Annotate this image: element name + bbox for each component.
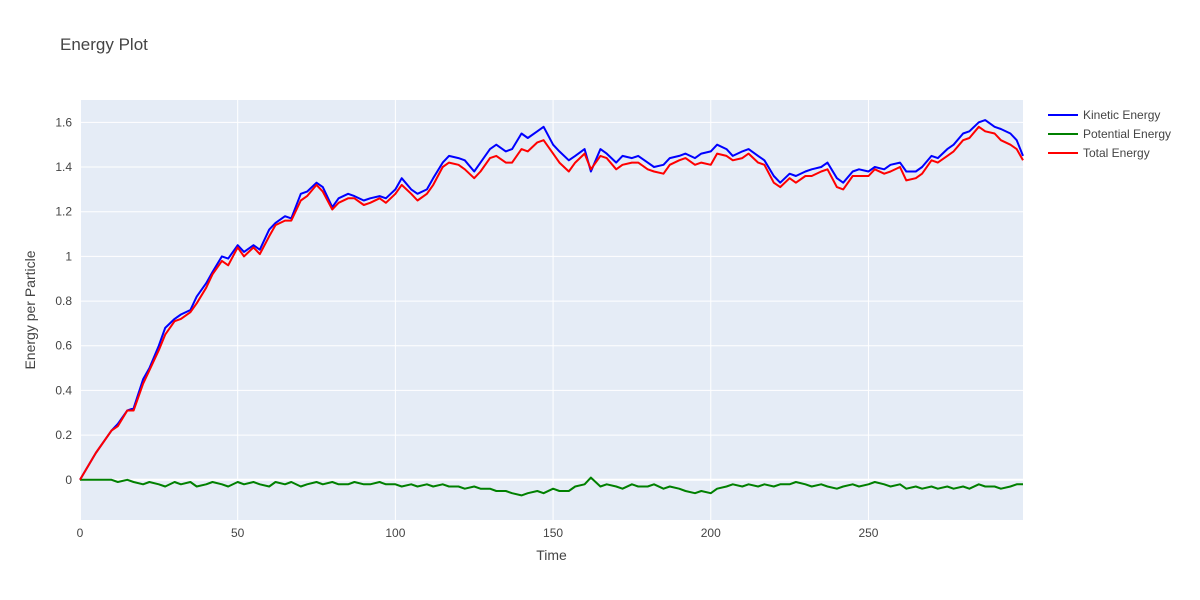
y-tick-label: 0.4	[55, 383, 72, 397]
legend-item-total-energy[interactable]: Total Energy	[1048, 146, 1150, 160]
y-tick-label: 0.6	[55, 339, 72, 353]
x-tick-label: 50	[231, 526, 245, 540]
x-tick-label: 250	[858, 526, 878, 540]
x-tick-label: 100	[385, 526, 405, 540]
legend-item-kinetic-energy[interactable]: Kinetic Energy	[1048, 108, 1160, 122]
y-tick-label: 0.8	[55, 294, 72, 308]
legend-label: Kinetic Energy	[1083, 108, 1160, 122]
y-tick-label: 1.4	[55, 160, 72, 174]
chart-title: Energy Plot	[60, 35, 148, 54]
legend-item-potential-energy[interactable]: Potential Energy	[1048, 127, 1171, 141]
total-energy-line	[79, 125, 1024, 481]
axis-ticks: 0 0.2 0.4 0.6 0.8 1 1.2 1.4 1.6 0 50 100 150 200 250	[55, 115, 878, 540]
x-tick-label: 0	[77, 526, 84, 540]
y-tick-label: 1	[65, 249, 72, 263]
y-tick-label: 0.2	[55, 428, 72, 442]
potential-energy-line	[80, 476, 1023, 497]
kinetic-energy-line	[79, 119, 1024, 481]
legend-label: Potential Energy	[1083, 127, 1171, 141]
series-lines	[79, 119, 1024, 497]
x-tick-label: 200	[701, 526, 721, 540]
y-tick-label: 1.6	[55, 115, 72, 129]
y-tick-label: 0	[65, 473, 72, 487]
grid-lines	[79, 100, 1023, 520]
y-axis-label: Energy per Particle	[22, 250, 38, 369]
plot-area	[80, 100, 1023, 520]
legend-label: Total Energy	[1083, 146, 1150, 160]
x-tick-label: 150	[543, 526, 563, 540]
y-tick-label: 1.2	[55, 205, 72, 219]
x-axis-label: Time	[536, 547, 567, 563]
legend[interactable]: Kinetic Energy Potential Energy Total Ener…	[1048, 108, 1171, 160]
